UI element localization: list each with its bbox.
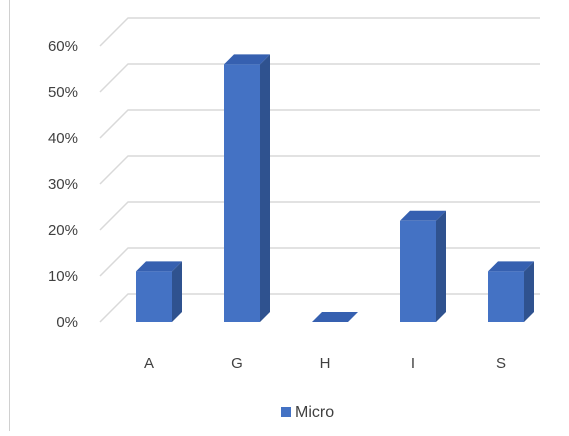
bar-top	[488, 261, 534, 272]
gridline	[99, 63, 540, 93]
legend-label: Micro	[295, 404, 334, 421]
x-tick-label: A	[144, 355, 154, 372]
y-tick-label: 60%	[48, 38, 78, 55]
bar	[400, 220, 436, 322]
gridline	[99, 201, 540, 231]
gridline	[99, 155, 540, 185]
y-tick-label: 20%	[48, 222, 78, 239]
bar-side	[524, 261, 534, 322]
bar	[136, 271, 172, 322]
gridline	[99, 17, 540, 47]
bar-side	[436, 210, 446, 322]
bar-top	[400, 210, 446, 221]
chart-border-left	[9, 0, 10, 431]
bar-side	[260, 54, 270, 323]
bar-top	[312, 312, 358, 322]
bar-top	[224, 54, 270, 65]
bar	[224, 64, 260, 323]
y-tick-label: 30%	[48, 176, 78, 193]
bar-side	[172, 261, 182, 322]
x-tick-label: G	[231, 355, 243, 372]
legend-swatch	[281, 407, 291, 417]
y-tick-label: 10%	[48, 268, 78, 285]
x-tick-label: S	[496, 355, 506, 372]
y-tick-label: 50%	[48, 84, 78, 101]
y-tick-label: 0%	[56, 314, 78, 331]
x-tick-label: I	[411, 355, 415, 372]
gridline	[99, 109, 540, 139]
bar	[488, 271, 524, 322]
x-tick-label: H	[320, 355, 331, 372]
y-tick-label: 40%	[48, 130, 78, 147]
bar-top	[136, 261, 182, 272]
